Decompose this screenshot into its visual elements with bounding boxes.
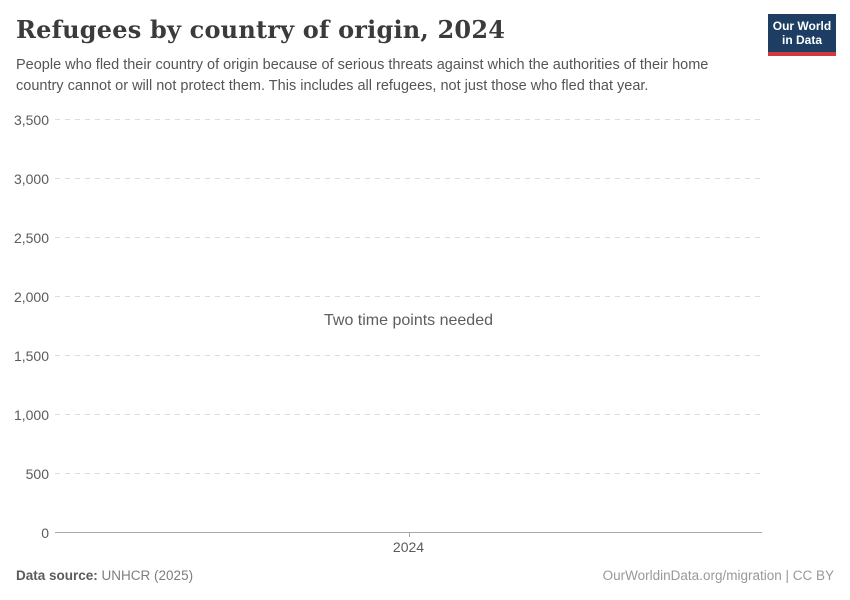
owid-logo[interactable]: Our World in Data — [768, 14, 836, 56]
gridline — [55, 414, 762, 415]
y-axis-tick-label: 500 — [25, 466, 49, 482]
data-source-value: UNHCR (2025) — [101, 568, 194, 583]
y-axis-tick-label: 3,500 — [13, 112, 49, 128]
owid-logo-stripe — [768, 52, 836, 56]
owid-logo-line1: Our World — [772, 18, 832, 33]
x-axis-tick-mark — [408, 532, 410, 537]
gridline — [55, 296, 762, 297]
y-axis-tick-label: 1,500 — [13, 348, 49, 364]
page-title: Refugees by country of origin, 2024 — [16, 15, 506, 44]
y-axis-tick-label: 2,000 — [13, 289, 49, 305]
data-source-label: Data source: — [16, 568, 98, 583]
owid-logo-box: Our World in Data — [768, 14, 836, 52]
x-axis-tick-label: 2024 — [392, 539, 425, 555]
y-axis-tick-label: 0 — [41, 525, 49, 541]
y-axis-tick-label: 1,000 — [13, 407, 49, 423]
gridline — [55, 473, 762, 474]
data-source: Data source: UNHCR (2025) — [16, 568, 193, 583]
chart-footer: Data source: UNHCR (2025) OurWorldinData… — [16, 568, 834, 583]
chart-subtitle: People who fled their country of origin … — [16, 57, 709, 94]
y-axis-tick-label: 3,000 — [13, 171, 49, 187]
gridline — [55, 178, 762, 179]
y-axis-tick-label: 2,500 — [13, 230, 49, 246]
gridline — [55, 355, 762, 356]
gridline — [55, 119, 762, 120]
gridline — [55, 237, 762, 238]
chart-empty-message: Two time points needed — [324, 312, 493, 329]
attribution-link[interactable]: OurWorldinData.org/migration | CC BY — [602, 568, 834, 583]
owid-logo-line2: in Data — [781, 33, 822, 47]
